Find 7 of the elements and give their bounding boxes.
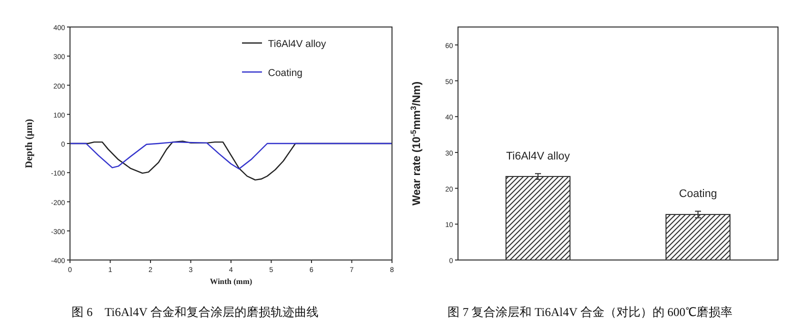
legend-label: Ti6Al4V alloy: [268, 39, 326, 50]
caption: 图 6 Ti6Al4V 合金和复合涂层的磨损轨迹曲线: [72, 305, 318, 319]
caption: 图 7 复合涂层和 Ti6Al4V 合金（对比）的 600℃磨损率: [448, 305, 732, 319]
legend-label: Coating: [268, 68, 302, 79]
x-axis-title: Winth (mm): [210, 277, 252, 286]
y-axis-title: Depth (μm): [24, 118, 35, 168]
line-series: [69, 141, 393, 170]
